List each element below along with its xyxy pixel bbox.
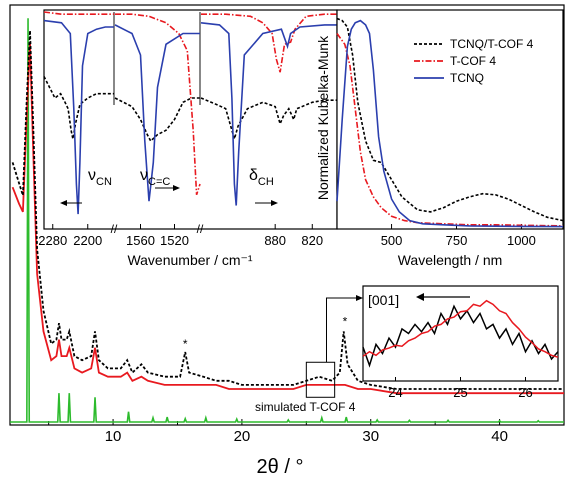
main-series-1 [11, 42, 564, 395]
ir-shift-arrowhead-cn [60, 200, 67, 206]
ir-shift-arrowhead-cc [173, 185, 180, 191]
ir-series-tcof-panel-0 [43, 11, 114, 15]
uvvis-y-axis-label: Normalized Kubelka-Munk [315, 35, 331, 200]
uvvis-x-ticks: 500 750 1000 [381, 224, 536, 248]
uvvis-legend: TCNQ/T-COF 4 T-COF 4 TCNQ [414, 37, 534, 85]
ir-label-nu-cc: νC=C [140, 167, 170, 188]
uvvis-inset-series [336, 17, 564, 228]
ir-series-tcnq-panel-1 [114, 24, 200, 202]
main-series-0 [11, 30, 564, 390]
ir-axis-break-1: // [197, 222, 204, 236]
uvvis-x-tick-label-2: 1000 [507, 233, 536, 248]
uvvis-series-1 [336, 33, 564, 227]
zoom-inset-title: [001] [368, 292, 399, 308]
zoom-series-0 [362, 304, 559, 368]
main-x-tick-label-2: 30 [362, 428, 379, 445]
ir-label-nu-cn: νCN [88, 167, 112, 188]
uvvis-inset-frame [336, 9, 564, 230]
zoom-x-tick-label-2: 26 [518, 385, 532, 400]
ir-series-tcnq-panel-2 [200, 22, 337, 206]
uvvis-legend-label-0: TCNQ/T-COF 4 [450, 37, 534, 51]
ir-x-tick-label-3: 1520 [160, 233, 189, 248]
ir-label-delta-ch: δCH [249, 167, 274, 188]
asterisk-annotation-2: * [343, 314, 348, 328]
ir-series-tcof-panel-1 [115, 13, 201, 196]
ir-x-tick-label-1: 2200 [73, 233, 102, 248]
ir-x-axis-label: Wavenumber / cm⁻¹ [127, 252, 252, 268]
asterisk-annotation-1: * [183, 337, 188, 351]
ir-series-complex-panel-1 [114, 97, 200, 143]
uvvis-legend-label-1: T-COF 4 [450, 54, 496, 68]
ir-inset: 2280 2200 1560 1520 880 820 // // Wavenumber / … [38, 9, 338, 268]
main-x-axis-label: 2θ / ° [257, 456, 304, 478]
zoom-inset-frame [362, 285, 559, 382]
main-x-tick-label-0: 10 [105, 428, 122, 445]
zoom-connector-arrowhead [356, 295, 363, 301]
uvvis-x-axis-label: Wavelength / nm [398, 252, 503, 268]
stick-series-label: simulated T-COF 4 [255, 400, 356, 414]
zoom-001-inset: 24 25 26 [001] [362, 285, 559, 400]
zoom-connector-line [325, 297, 361, 363]
ir-series-tcof-panel-2 [201, 13, 337, 73]
zoom-inset-series [362, 299, 559, 368]
uvvis-legend-label-2: TCNQ [450, 71, 484, 85]
zoom-x-tick-label-1: 25 [453, 385, 467, 400]
ir-x-tick-label-4: 880 [264, 233, 286, 248]
uvvis-inset: 500 750 1000 Wavelength / nm Normalized Ku… [315, 9, 564, 268]
ir-x-ticks: 2280 2200 1560 1520 880 820 // // [38, 12, 323, 248]
ir-shift-arrowhead-ch [271, 200, 278, 206]
zoom-x-tick-label-0: 24 [388, 385, 402, 400]
zoom-shift-arrowhead [416, 293, 424, 301]
zoom-region-box [305, 361, 336, 398]
ir-inset-series [43, 11, 337, 215]
ir-x-tick-label-0: 2280 [38, 233, 67, 248]
uvvis-x-tick-label-1: 750 [446, 233, 468, 248]
main-series-simulated [10, 18, 564, 423]
ir-x-tick-label-2: 1560 [126, 233, 155, 248]
uvvis-series-0 [336, 17, 564, 222]
ir-series-tcnq-panel-0 [43, 19, 114, 215]
main-x-tick-label-1: 20 [234, 428, 251, 445]
ir-axis-break-0: // [111, 222, 118, 236]
uvvis-series-2 [336, 19, 564, 228]
main-x-ticks: 10 20 30 40 [48, 419, 508, 445]
ir-inset-frame [43, 9, 338, 230]
ir-x-tick-label-5: 820 [301, 233, 323, 248]
main-x-tick-label-3: 40 [491, 428, 508, 445]
zoom-series-1 [362, 299, 559, 358]
uvvis-x-tick-label-0: 500 [381, 233, 403, 248]
main-plot-series [10, 18, 564, 423]
ir-series-complex-panel-0 [43, 76, 114, 140]
ir-series-complex-panel-2 [200, 97, 337, 142]
main-plot-frame [9, 4, 565, 426]
zoom-x-ticks: 24 25 26 [388, 377, 533, 400]
